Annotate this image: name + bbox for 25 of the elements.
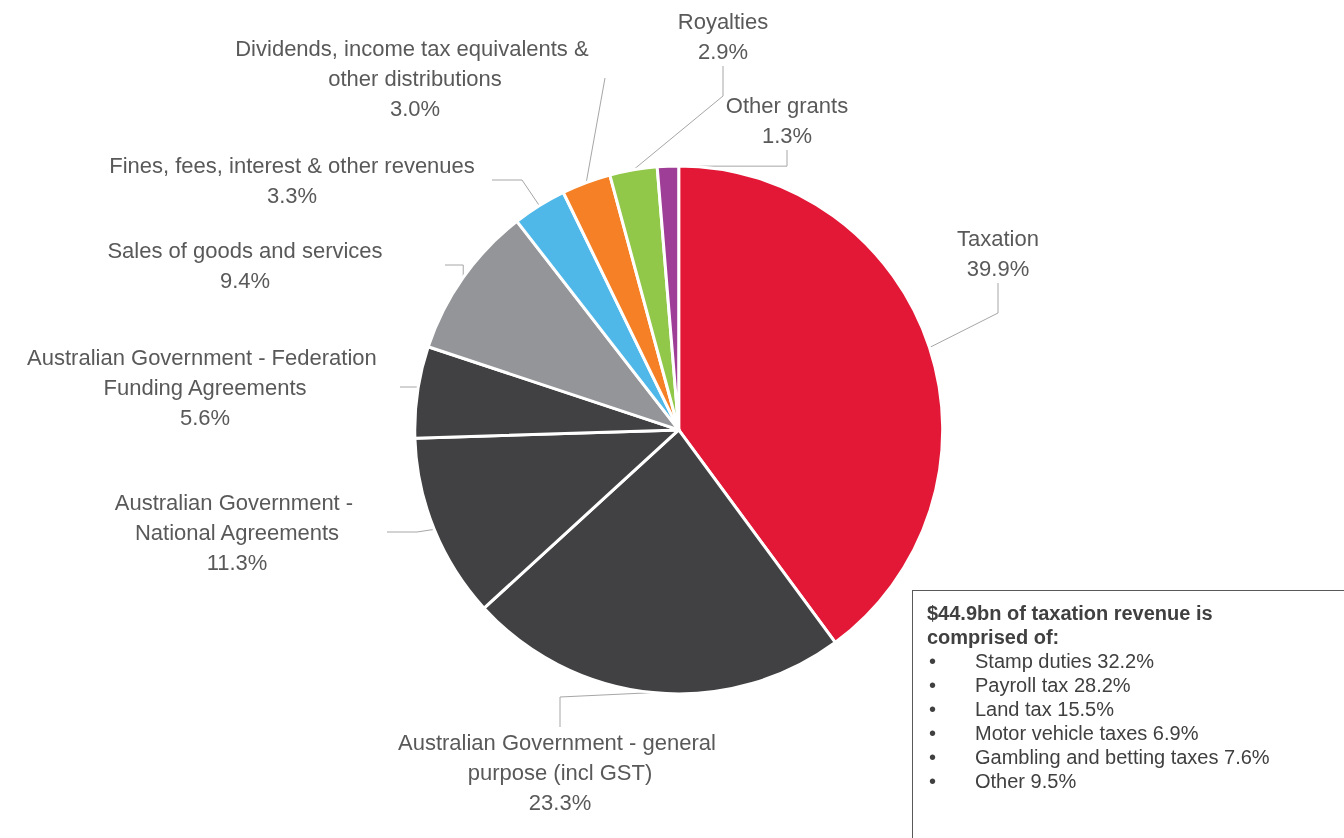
slice-label: Australian Government - Federation Funding Agreements xyxy=(27,344,383,400)
data-label: 11.3% xyxy=(206,549,268,575)
slice-label: Australian Government - general purpose (incl GST) xyxy=(397,729,723,785)
data-label: 23.3% xyxy=(528,789,592,815)
text: • Payroll tax 28.2% xyxy=(928,673,1132,697)
slice-label: Sales of goods and services xyxy=(107,237,383,263)
slice-label: Australian Government - National Agreements xyxy=(114,489,360,545)
text: • Gambling and betting taxes 7.6% xyxy=(928,745,1271,769)
data-label: 9.4% xyxy=(219,267,271,293)
data-label: 3.0% xyxy=(389,95,441,121)
data-label: 2.9% xyxy=(697,38,749,64)
slice-label: Dividends, income tax equivalents & other distributions xyxy=(235,35,595,91)
text: • Land tax 15.5% xyxy=(928,697,1115,721)
text: • Motor vehicle taxes 6.9% xyxy=(928,721,1200,745)
data-label: 5.6% xyxy=(179,404,231,430)
data-label: 39.9% xyxy=(966,255,1030,281)
slice-label: Royalties xyxy=(677,8,769,34)
slice-label: Taxation xyxy=(957,225,1039,251)
text: • Other 9.5% xyxy=(928,769,1078,793)
slice-label: Other grants xyxy=(725,92,849,118)
data-label: 3.3% xyxy=(266,182,318,208)
text: • Stamp duties 32.2% xyxy=(928,649,1155,673)
text: $44.9bn of taxation revenue is comprised of: xyxy=(927,601,1214,649)
data-label: 1.3% xyxy=(761,122,813,148)
slice-label: Fines, fees, interest & other revenues xyxy=(109,152,475,178)
